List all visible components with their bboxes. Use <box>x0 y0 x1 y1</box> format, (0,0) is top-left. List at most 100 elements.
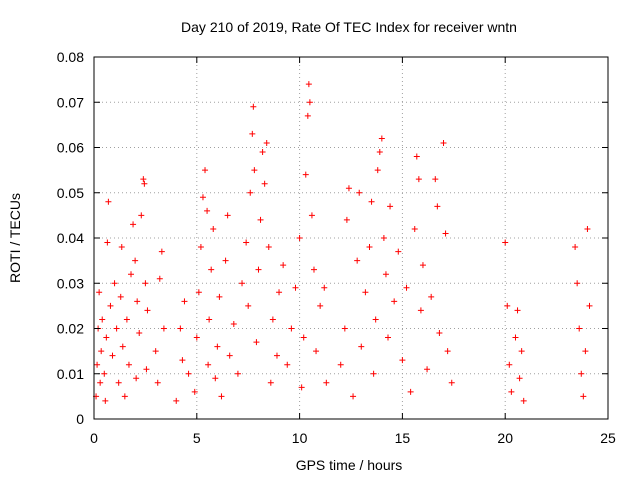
data-point <box>101 370 108 377</box>
data-point <box>580 393 587 400</box>
data-point <box>177 325 184 332</box>
data-point <box>111 280 118 287</box>
data-point <box>141 180 148 187</box>
x-tick-label: 15 <box>395 430 411 446</box>
data-point <box>255 266 262 273</box>
y-tick-label: 0.01 <box>57 366 84 382</box>
data-point <box>341 325 348 332</box>
data-point <box>191 388 198 395</box>
data-point <box>385 334 392 341</box>
data-point <box>142 280 149 287</box>
data-point <box>96 289 103 296</box>
data-point <box>103 334 110 341</box>
x-tick-label: 5 <box>193 430 201 446</box>
data-point <box>298 384 305 391</box>
data-point <box>504 302 511 309</box>
data-point <box>574 280 581 287</box>
data-point <box>250 103 257 110</box>
data-point <box>399 357 406 364</box>
data-point <box>374 167 381 174</box>
data-point <box>267 379 274 386</box>
data-point <box>102 397 109 404</box>
data-point <box>253 339 260 346</box>
data-point <box>173 397 180 404</box>
data-point <box>156 275 163 282</box>
data-point <box>512 334 519 341</box>
data-point <box>424 366 431 373</box>
data-point <box>380 235 387 241</box>
data-point <box>239 280 246 287</box>
data-point <box>302 171 309 178</box>
data-point <box>130 221 137 228</box>
data-point <box>136 330 143 337</box>
data-point <box>296 235 303 241</box>
y-tick-label: 0.02 <box>57 321 84 337</box>
data-point <box>419 262 426 269</box>
data-point <box>586 302 593 309</box>
y-tick-label: 0.06 <box>57 140 84 156</box>
data-point <box>288 325 295 332</box>
data-point <box>118 244 125 251</box>
data-point <box>134 298 141 305</box>
y-axis: 0 0.01 0.02 0.03 0.04 0.05 0.06 0.07 0.08 <box>57 49 608 427</box>
data-point <box>284 361 291 368</box>
data-point <box>378 135 385 142</box>
data-point <box>181 298 188 305</box>
data-point <box>210 225 217 232</box>
data-point <box>158 248 165 255</box>
data-point <box>132 257 139 264</box>
data-point <box>403 284 410 291</box>
data-point <box>249 130 256 137</box>
data-point <box>434 203 441 210</box>
data-point <box>323 379 330 386</box>
data-point <box>337 361 344 368</box>
x-tick-label: 10 <box>292 430 308 446</box>
data-point <box>508 388 515 395</box>
data-point <box>204 207 211 214</box>
data-point <box>310 266 317 273</box>
data-point <box>358 343 365 350</box>
y-tick-label: 0.08 <box>57 49 84 65</box>
data-point <box>368 198 375 205</box>
data-point <box>356 189 363 196</box>
data-point <box>265 244 272 251</box>
data-point <box>428 293 435 300</box>
data-point <box>584 225 591 232</box>
y-tick-label: 0.07 <box>57 94 84 110</box>
data-point <box>257 216 264 223</box>
data-point <box>576 325 583 332</box>
data-point <box>202 167 209 174</box>
data-point <box>185 370 192 377</box>
data-point <box>514 307 521 314</box>
data-point <box>113 325 120 332</box>
y-tick-label: 0.04 <box>57 230 84 246</box>
y-tick-label: 0.03 <box>57 275 84 291</box>
data-point <box>442 230 449 237</box>
data-point <box>226 352 233 359</box>
data-point <box>370 370 377 377</box>
data-point <box>436 330 443 337</box>
data-point <box>94 361 101 368</box>
data-point <box>366 244 373 251</box>
data-point <box>572 244 579 251</box>
x-axis: 0 5 10 15 20 25 <box>90 57 616 446</box>
data-point <box>276 289 283 296</box>
y-axis-title: ROTI / TECUs <box>7 193 23 283</box>
data-point <box>382 271 389 278</box>
data-point <box>234 370 241 377</box>
data-point <box>582 348 589 355</box>
grid <box>94 57 608 419</box>
data-point <box>263 139 270 146</box>
data-point <box>243 239 250 246</box>
data-point <box>292 284 299 291</box>
data-point <box>99 316 106 323</box>
data-point <box>387 203 394 210</box>
data-point <box>206 316 213 323</box>
data-point <box>247 189 254 196</box>
x-tick-label: 0 <box>90 430 98 446</box>
data-point <box>432 176 439 183</box>
data-point <box>259 149 266 156</box>
data-point <box>121 393 128 400</box>
data-point <box>415 176 422 183</box>
